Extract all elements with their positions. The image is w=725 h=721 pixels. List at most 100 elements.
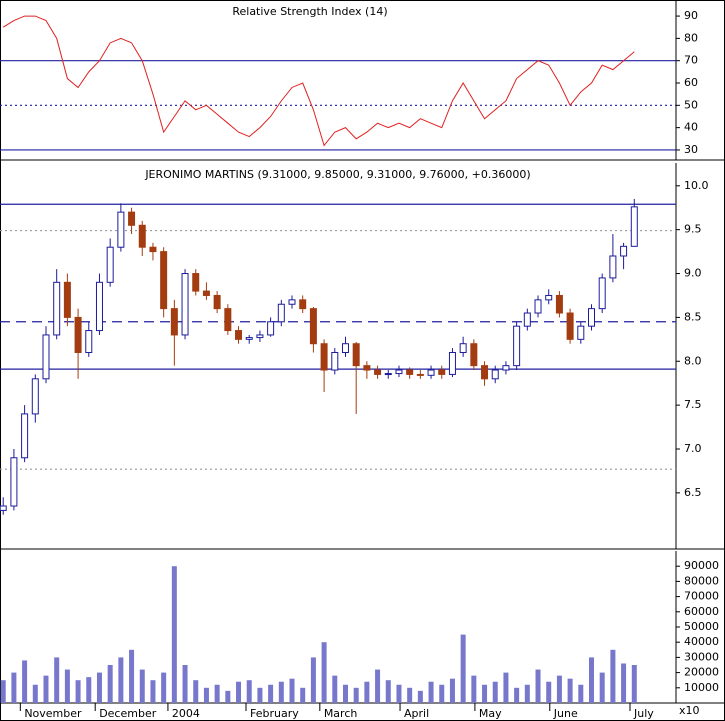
candle-body	[128, 211, 136, 226]
panel-title: Relative Strength Index (14)	[232, 5, 387, 18]
candle-body	[288, 299, 296, 305]
x-tick-label: June	[553, 707, 578, 720]
volume-bar	[310, 657, 316, 703]
candle-body	[502, 365, 510, 371]
y-tick-label: 30	[684, 143, 698, 156]
candle-body	[470, 343, 478, 367]
volume-bar	[96, 672, 102, 703]
volume-bar	[182, 665, 188, 703]
volume-bar	[86, 677, 92, 703]
volume-bar	[599, 672, 605, 703]
candle-body	[277, 303, 285, 323]
x-tick-label: May	[479, 707, 502, 720]
volume-bar	[417, 690, 423, 703]
candle-body	[202, 290, 210, 296]
volume-bar	[64, 669, 70, 703]
candle-body	[213, 294, 221, 310]
y-tick-label: 80000	[684, 574, 719, 587]
candle-body	[416, 373, 424, 376]
candle-body	[309, 308, 317, 345]
candle-body	[149, 246, 157, 253]
y-tick-label: 80	[684, 31, 698, 44]
candle-body	[160, 251, 168, 310]
candle-body	[481, 365, 489, 380]
candle-body	[341, 343, 349, 353]
candle-body	[320, 343, 328, 371]
volume-bar	[556, 675, 562, 703]
y-tick-label: 7.5	[684, 398, 702, 411]
candle-body	[534, 299, 542, 314]
candle-body	[31, 378, 39, 415]
candle-body	[598, 277, 606, 310]
volume-bar	[589, 657, 594, 703]
volume-bar	[107, 665, 113, 703]
candle-body	[523, 312, 531, 327]
volume-bar	[0, 680, 6, 703]
volume-bar	[257, 687, 263, 703]
x-tick-label: December	[99, 707, 157, 720]
unit-label: x10	[679, 704, 700, 717]
y-tick-label: 6.5	[684, 486, 702, 499]
volume-bar	[428, 681, 434, 703]
volume-bar	[300, 687, 306, 703]
volume-bar	[375, 669, 381, 703]
candle-body	[491, 369, 499, 380]
y-tick-label: 40000	[684, 635, 719, 648]
candle-body	[181, 273, 189, 336]
y-tick-label: 7.0	[684, 442, 702, 455]
y-tick-label: 9.5	[684, 223, 702, 236]
candle-body	[555, 294, 563, 314]
volume-bar	[503, 672, 509, 703]
candle-body	[609, 255, 617, 279]
volume-bar	[43, 675, 49, 703]
volume-bar	[139, 669, 145, 703]
volume-bar	[268, 684, 274, 703]
volume-bar	[631, 665, 637, 703]
candle-body	[245, 337, 253, 340]
y-tick-label: 70	[684, 54, 698, 67]
volume-bar	[129, 649, 135, 703]
volume-bar	[535, 669, 541, 703]
y-tick-label: 10.0	[684, 179, 709, 192]
x-tick-label: November	[24, 707, 82, 720]
x-tick-label: 2004	[172, 707, 200, 720]
candle-body	[588, 308, 595, 327]
volume-bar	[514, 687, 520, 703]
volume-bar	[567, 678, 573, 703]
candle-body	[630, 206, 638, 247]
volume-bar	[289, 678, 295, 703]
y-tick-label: 40	[684, 121, 698, 134]
candle-body	[363, 365, 371, 371]
volume-bar	[203, 687, 209, 703]
candle-body	[438, 369, 446, 375]
y-tick-label: 90	[684, 9, 698, 22]
volume-bar	[225, 690, 231, 703]
volume-bar	[32, 684, 38, 703]
y-tick-label: 50000	[684, 620, 719, 633]
y-tick-label: 8.5	[684, 310, 702, 323]
y-tick-label: 60	[684, 76, 698, 89]
volume-bar	[54, 657, 60, 703]
volume-bar	[621, 663, 627, 703]
volume-bar	[482, 684, 488, 703]
candle-body	[106, 246, 114, 283]
volume-bar	[471, 675, 477, 703]
volume-bar	[385, 680, 391, 703]
volume-bar	[524, 684, 530, 703]
candle-body	[299, 299, 307, 310]
candle-body	[566, 312, 574, 340]
candle-body	[117, 211, 125, 248]
volume-bar	[150, 680, 156, 703]
volume-bar	[22, 660, 28, 703]
volume-bar	[75, 680, 81, 703]
candle-body	[384, 373, 392, 376]
volume-bar	[610, 649, 616, 703]
x-tick-label: April	[404, 707, 429, 720]
volume-bar	[171, 566, 177, 703]
candle-body	[267, 321, 275, 336]
candle-body	[10, 457, 18, 507]
candle-body	[235, 330, 243, 340]
candle-body	[331, 351, 339, 371]
candle-body	[459, 343, 467, 353]
